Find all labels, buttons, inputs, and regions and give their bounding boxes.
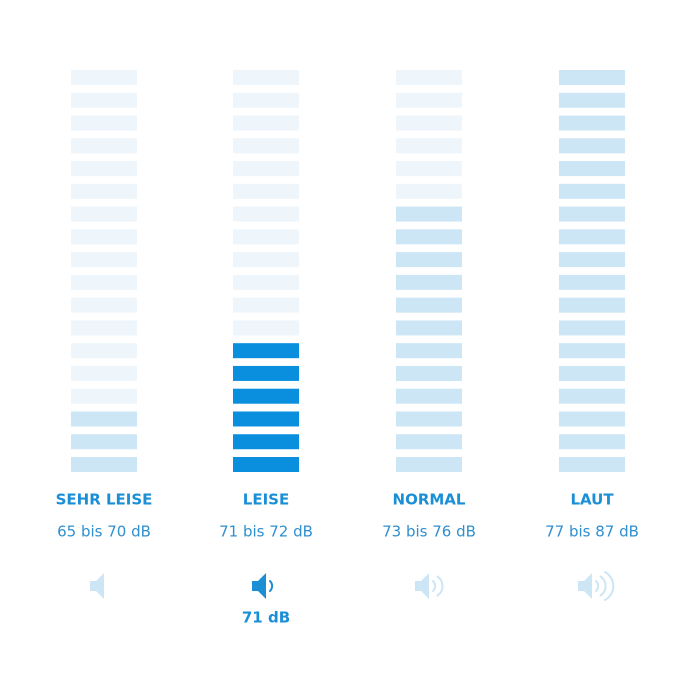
level-bar (559, 297, 625, 313)
level-bar (71, 206, 137, 222)
level-bar (233, 297, 299, 313)
level-bar (559, 388, 625, 404)
level-bar (559, 70, 625, 85)
level-bar (71, 297, 137, 313)
level-bar (233, 365, 299, 381)
level-bar (233, 183, 299, 199)
level-bar (233, 388, 299, 404)
level-bar (396, 115, 462, 131)
level-bar (233, 274, 299, 290)
level-bar (233, 206, 299, 222)
level-bar (559, 343, 625, 359)
level-bar (396, 388, 462, 404)
level-bar (71, 343, 137, 359)
level-bar (71, 138, 137, 154)
level-bar (233, 411, 299, 427)
level-bar (559, 206, 625, 222)
speaker-body (415, 573, 429, 599)
speaker-icon (252, 573, 274, 599)
level-bar (233, 115, 299, 131)
level-bar (559, 274, 625, 290)
speaker-body (252, 573, 266, 599)
speaker-icon (578, 571, 615, 601)
level-bar (233, 92, 299, 108)
level-bar (559, 457, 625, 472)
level-bar (396, 206, 462, 222)
level-bar (71, 70, 137, 85)
level-bar (396, 183, 462, 199)
level-bar (71, 365, 137, 381)
level-bar (233, 138, 299, 154)
level-bar (396, 92, 462, 108)
level-bar (559, 320, 625, 336)
level-bar (396, 297, 462, 313)
level-bar (71, 434, 137, 450)
level-bar (233, 457, 299, 472)
level-bar (71, 457, 137, 472)
level-label: SEHR LEISE (56, 491, 153, 509)
level-bar (71, 274, 137, 290)
level-range: 73 bis 76 dB (382, 523, 476, 541)
level-bar (71, 411, 137, 427)
level-bar (233, 343, 299, 359)
level-bar (396, 411, 462, 427)
level-bar (396, 229, 462, 245)
level-bar (559, 161, 625, 177)
level-bar (71, 320, 137, 336)
level-bar (233, 161, 299, 177)
level-bar (396, 434, 462, 450)
level-bar (71, 388, 137, 404)
speaker-icon (415, 573, 444, 599)
speaker-body (578, 573, 592, 599)
level-label: LEISE (243, 491, 289, 509)
level-bar (559, 183, 625, 199)
level-bar (233, 320, 299, 336)
speaker-body (90, 573, 104, 599)
level-bar (71, 229, 137, 245)
speaker-wave (432, 580, 437, 592)
speaker-icon (90, 573, 104, 599)
level-bar (71, 115, 137, 131)
level-bar (396, 70, 462, 85)
level-bar (71, 92, 137, 108)
level-bar (396, 274, 462, 290)
level-bar (396, 457, 462, 472)
level-range: 65 bis 70 dB (57, 523, 151, 541)
level-bar (71, 252, 137, 268)
level-bar (559, 365, 625, 381)
level-label: LAUT (570, 491, 614, 509)
level-range: 77 bis 87 dB (545, 523, 639, 541)
level-bar (559, 434, 625, 450)
level-bar (71, 183, 137, 199)
level-bar (396, 252, 462, 268)
level-bar (396, 138, 462, 154)
level-bar (233, 252, 299, 268)
speaker-wave (599, 575, 607, 597)
level-bar (233, 434, 299, 450)
current-level: 71 dB (242, 609, 290, 627)
level-bar (396, 343, 462, 359)
speaker-wave (595, 580, 600, 592)
level-bar (233, 70, 299, 85)
level-bar (233, 229, 299, 245)
level-bar (396, 365, 462, 381)
level-range: 71 bis 72 dB (219, 523, 313, 541)
level-bar (71, 161, 137, 177)
level-bar (559, 92, 625, 108)
speaker-wave (604, 571, 615, 601)
level-bar (559, 115, 625, 131)
level-bar (559, 411, 625, 427)
speaker-wave (436, 575, 444, 597)
level-bar (559, 229, 625, 245)
level-bar (396, 320, 462, 336)
speaker-wave (269, 580, 274, 592)
level-bar (559, 138, 625, 154)
level-label: NORMAL (393, 491, 466, 509)
level-bar (396, 161, 462, 177)
level-bar (559, 252, 625, 268)
